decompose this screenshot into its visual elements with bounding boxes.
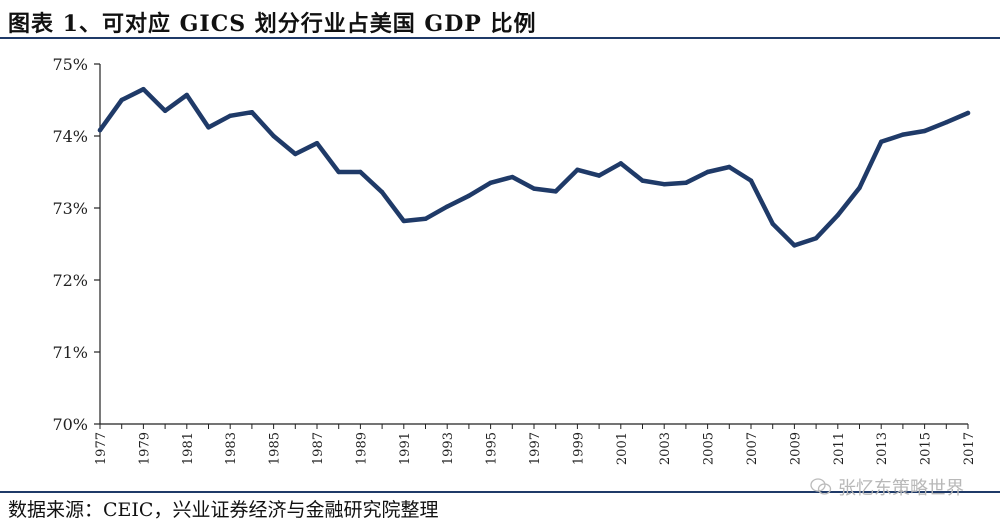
data-point bbox=[683, 180, 689, 185]
x-tick-label: 2015 bbox=[919, 432, 934, 465]
chart-title: 图表 1、可对应 GICS 划分行业占美国 GDP 比例 bbox=[8, 11, 537, 37]
x-tick-label: 1995 bbox=[485, 432, 500, 465]
y-tick-label: 73% bbox=[52, 199, 88, 218]
data-point bbox=[618, 161, 623, 166]
y-tick-label: 70% bbox=[52, 415, 88, 434]
watermark-text: 张忆东策略世界 bbox=[838, 478, 964, 499]
y-tick-label: 75% bbox=[52, 55, 88, 74]
data-point bbox=[944, 120, 949, 125]
x-axis: 1977 1979 1981 1983 1985 1987 1989 1991 1993 1995… bbox=[94, 423, 977, 465]
data-point bbox=[640, 178, 645, 183]
data-point bbox=[531, 186, 537, 191]
data-point bbox=[423, 216, 428, 221]
data-point bbox=[813, 236, 819, 241]
data-point bbox=[271, 133, 276, 139]
title-divider bbox=[0, 37, 1000, 39]
data-point bbox=[445, 204, 450, 209]
data-point bbox=[575, 167, 580, 173]
source-note: 数据来源：CEIC，兴业证券经济与金融研究院整理 bbox=[8, 499, 439, 521]
x-tick-label: 1977 bbox=[94, 432, 109, 465]
x-tick-label: 2009 bbox=[788, 432, 803, 465]
data-point bbox=[748, 178, 754, 183]
data-point bbox=[249, 110, 255, 115]
data-point bbox=[228, 113, 233, 119]
data-point bbox=[510, 174, 515, 180]
y-axis: 70% 71% 72% 73% 74% 75% bbox=[52, 55, 101, 434]
series-line bbox=[97, 86, 971, 248]
x-tick-label: 1993 bbox=[441, 432, 456, 465]
data-point bbox=[922, 128, 927, 134]
watermark: 张忆东策略世界 bbox=[810, 474, 964, 500]
x-tick-label: 1999 bbox=[571, 432, 586, 465]
data-point bbox=[293, 151, 298, 157]
x-tick-label: 2001 bbox=[615, 432, 630, 465]
wechat-icon bbox=[810, 478, 832, 495]
source-divider bbox=[0, 491, 1000, 493]
data-point bbox=[336, 169, 341, 175]
x-tick-label: 2003 bbox=[658, 432, 673, 465]
data-point bbox=[553, 189, 558, 194]
data-point bbox=[770, 221, 775, 227]
x-tick-label: 2013 bbox=[875, 432, 890, 465]
y-tick-label: 71% bbox=[52, 343, 88, 362]
x-tick-label: 2011 bbox=[832, 432, 847, 465]
data-point bbox=[965, 110, 971, 116]
x-tick-label: 2005 bbox=[702, 432, 717, 465]
data-point bbox=[662, 182, 667, 187]
line-chart: 70%71%72%73%74%75% 1977 1979 1981 1983 1985 1… bbox=[52, 55, 977, 465]
data-point bbox=[379, 189, 385, 195]
data-point bbox=[162, 108, 168, 114]
data-point bbox=[401, 218, 406, 224]
series-layer bbox=[97, 86, 971, 248]
x-tick-label: 1985 bbox=[268, 432, 283, 465]
data-point bbox=[466, 193, 472, 198]
data-point bbox=[857, 185, 862, 191]
data-point bbox=[705, 169, 710, 175]
y-tick-label: 72% bbox=[52, 271, 88, 290]
data-point bbox=[835, 213, 840, 218]
data-point bbox=[184, 92, 189, 98]
data-point bbox=[900, 132, 906, 137]
x-tick-label: 1987 bbox=[311, 432, 326, 465]
y-tick-label: 74% bbox=[52, 127, 88, 146]
x-tick-label: 1991 bbox=[398, 432, 413, 465]
x-tick-label: 2017 bbox=[962, 432, 977, 465]
data-point bbox=[119, 97, 124, 103]
x-tick-label: 1983 bbox=[224, 432, 239, 465]
data-point bbox=[314, 141, 320, 146]
data-point bbox=[488, 180, 493, 185]
data-point bbox=[727, 164, 732, 170]
data-point bbox=[358, 169, 363, 175]
data-point bbox=[141, 87, 146, 92]
data-point bbox=[879, 139, 884, 144]
data-point bbox=[206, 125, 211, 130]
x-tick-label: 1979 bbox=[137, 432, 152, 465]
x-tick-label: 1997 bbox=[528, 432, 543, 465]
data-point bbox=[792, 243, 797, 248]
x-tick-label: 2007 bbox=[745, 432, 760, 465]
data-point bbox=[97, 128, 103, 133]
x-tick-label: 1981 bbox=[181, 432, 196, 465]
x-tick-label: 1989 bbox=[354, 432, 369, 465]
data-point bbox=[596, 173, 602, 178]
